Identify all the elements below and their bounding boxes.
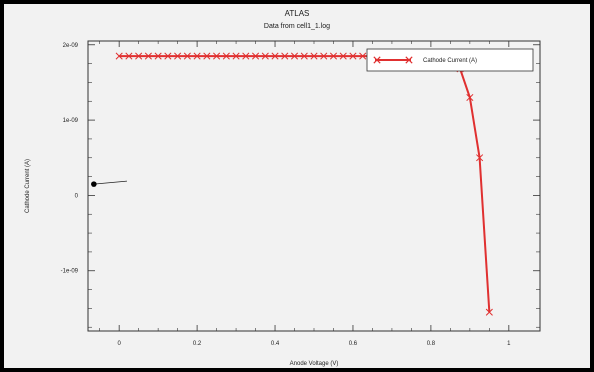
data-point-marker (203, 52, 211, 60)
data-point-marker (359, 52, 367, 60)
chart-title: ATLAS (284, 9, 310, 18)
legend-swatch-marker (373, 56, 381, 64)
y-tick-label: 1e-09 (63, 118, 79, 124)
x-axis-label: Anode Voltage (V) (290, 361, 339, 367)
data-point-marker (135, 52, 143, 60)
data-point-marker (242, 52, 250, 60)
data-point-marker (290, 52, 299, 60)
plot-area: 0 0.2 0.4 0.6 0.8 1 -1e-09 0 1e-09 2e-09 Anode Vol… (25, 40, 541, 367)
x-tick-label: 0.2 (193, 341, 202, 347)
legend-swatch-marker (405, 56, 413, 64)
annotation-point (91, 181, 97, 187)
y-tick-label: -1e-09 (61, 269, 79, 275)
data-point-marker (125, 52, 133, 60)
data-point-marker (183, 52, 191, 60)
data-point-marker (251, 52, 260, 60)
legend-box (366, 48, 534, 72)
data-point-marker (222, 52, 230, 60)
series-line (119, 55, 491, 313)
data-point-marker (154, 52, 162, 60)
data-point-marker (193, 52, 201, 60)
data-point-marker (329, 52, 338, 60)
x-tick-label: 0.4 (271, 341, 280, 347)
data-point-marker (213, 52, 221, 60)
data-point-marker (115, 52, 123, 60)
data-point-marker (466, 93, 474, 102)
y-axis-label: Cathode Current (A) (25, 159, 31, 213)
data-point-marker (144, 52, 152, 60)
x-tick-label: 0.8 (427, 341, 436, 347)
data-point-marker (476, 154, 484, 162)
x-tick-label: 1 (507, 341, 511, 347)
data-point-marker (281, 52, 289, 60)
plot-border (87, 40, 541, 332)
data-point-marker (271, 52, 279, 60)
x-tick-label: 0 (118, 341, 122, 347)
y-tick-label: 2e-09 (63, 43, 79, 49)
data-point-marker (339, 52, 347, 60)
data-point-marker (349, 52, 357, 60)
chart-canvas: ATLAS Data from cell1_1.log 0 0.2 0.4 0.6 0.… (4, 4, 590, 368)
x-tick-label: 0.6 (349, 341, 358, 347)
data-point-marker (320, 52, 328, 60)
data-point-marker (300, 52, 308, 60)
y-tick-label: 0 (75, 193, 79, 199)
annotation-line (93, 180, 128, 185)
chart-subtitle: Data from cell1_1.log (263, 23, 331, 30)
data-point-marker (485, 308, 493, 316)
data-point-marker (261, 52, 269, 60)
data-point-marker (310, 52, 318, 60)
legend-entry-label: Cathode Current (A) (423, 58, 477, 64)
data-point-marker (232, 52, 240, 60)
data-point-marker (174, 52, 182, 60)
data-point-marker (164, 52, 172, 60)
